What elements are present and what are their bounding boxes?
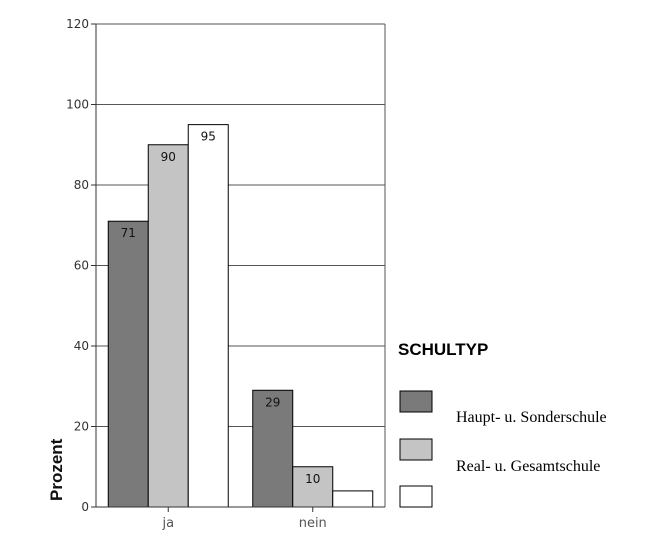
axes	[91, 24, 386, 508]
x-axis-categories: ja nein	[161, 507, 327, 531]
legend-label: Real- u. Gesamtschule	[456, 458, 600, 475]
bar	[332, 490, 374, 508]
data-label-bg	[299, 470, 325, 487]
legend-swatch	[399, 485, 433, 508]
y-axis-ticks: 0 20 40 60 80 100 120	[66, 17, 96, 514]
y-tick-label: 100	[66, 98, 89, 112]
data-label: 90	[161, 150, 176, 164]
category-label: ja	[161, 516, 174, 531]
y-tick-label: 120	[66, 17, 89, 31]
data-label-bg	[115, 225, 141, 242]
y-tick-label: 20	[74, 420, 89, 434]
bar	[147, 144, 189, 508]
data-label: 10	[305, 472, 320, 486]
y-tick-label: 80	[74, 178, 89, 192]
y-tick-label: 40	[74, 339, 89, 353]
bar	[107, 220, 149, 508]
data-label: 71	[121, 226, 136, 240]
data-label-bg	[259, 394, 285, 411]
legend-swatch	[399, 438, 433, 461]
bar	[187, 124, 229, 508]
legend-label: Haupt- u. Sonderschule	[456, 409, 607, 426]
bar	[252, 389, 294, 508]
legend-title: SCHULTYP	[398, 340, 488, 359]
data-label: 95	[201, 130, 216, 144]
data-label: 29	[265, 395, 280, 409]
y-tick-label: 0	[81, 500, 89, 514]
bars: 71 90 95 29 10	[107, 124, 374, 508]
legend: Haupt- u. Sonderschule Real- u. Gesamtsch…	[399, 390, 607, 508]
category-label: nein	[299, 516, 327, 531]
y-axis-label: Prozent	[47, 438, 66, 501]
data-label-bg	[195, 128, 221, 145]
data-label-bg	[155, 148, 181, 165]
legend-swatch	[399, 390, 433, 413]
y-tick-label: 60	[74, 259, 89, 273]
